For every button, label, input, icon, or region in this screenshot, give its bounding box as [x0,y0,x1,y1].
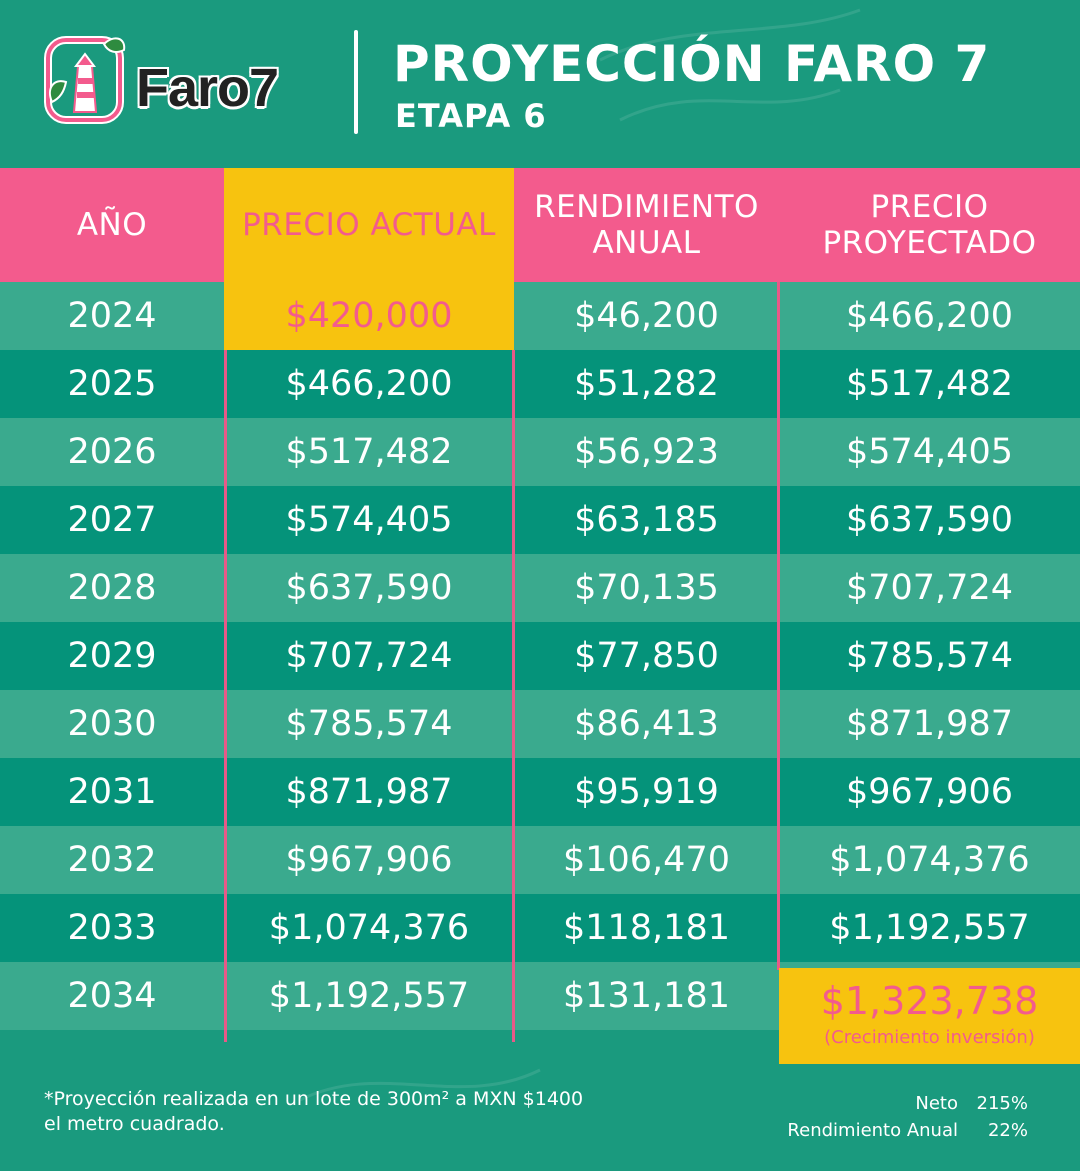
column-divider [224,350,227,1042]
current-price-cell: $574,405 [285,500,453,540]
footnote-line-1: *Proyección realizada en un lote de 300m… [44,1088,584,1110]
current-price-cell: $785,574 [285,704,453,744]
table-row: 2025 $466,200 $51,282 $517,482 [0,350,1080,418]
stat-value: 215% [976,1093,1028,1114]
lighthouse-icon [44,36,126,124]
current-price-cell: $1,074,376 [268,908,470,948]
stat-value: 22% [987,1120,1028,1141]
current-price-cell: $1,192,557 [268,976,470,1016]
current-price-cell: $466,200 [285,364,453,404]
table-header: AÑO PRECIO ACTUAL RENDIMIENTO ANUAL PREC… [0,168,1080,282]
investment-growth-note: (Crecimiento inversión) [824,1027,1035,1048]
year-cell: 2031 [67,772,157,812]
header: Faro7 PROYECCIÓN FARO 7 ETAPA 6 [0,0,1080,168]
projected-price-cell: $871,987 [845,704,1013,744]
projected-price-cell: $707,724 [845,568,1013,608]
year-cell: 2032 [67,840,157,880]
current-price-cell: $707,724 [285,636,453,676]
table-row: 2032 $967,906 $106,470 $1,074,376 [0,826,1080,894]
year-cell: 2034 [67,976,157,1016]
table-row: 2028 $637,590 $70,135 $707,724 [0,554,1080,622]
annual-yield-cell: $51,282 [574,364,719,404]
current-price-cell: $967,906 [285,840,453,880]
current-price-cell: $420,000 [224,282,514,350]
stat-net: Neto 215% [708,1090,1028,1117]
projection-table: AÑO PRECIO ACTUAL RENDIMIENTO ANUAL PREC… [0,168,1080,1030]
stat-label: Rendimiento Anual [787,1120,958,1141]
faro7-logo: Faro7 [44,32,319,127]
annual-yield-cell: $56,923 [574,432,719,472]
page-title: PROYECCIÓN FARO 7 [393,35,991,93]
column-header-current-price: PRECIO ACTUAL [224,168,514,282]
current-price-cell: $637,590 [285,568,453,608]
page-subtitle: ETAPA 6 [395,97,547,135]
table-row: 2026 $517,482 $56,923 $574,405 [0,418,1080,486]
annual-yield-cell: $118,181 [562,908,730,948]
final-projected-price-highlight: $1,323,738 (Crecimiento inversión) [779,968,1080,1064]
footnote: *Proyección realizada en un lote de 300m… [44,1087,684,1137]
year-cell: 2028 [67,568,157,608]
year-cell: 2027 [67,500,157,540]
projected-price-cell: $1,074,376 [829,840,1030,880]
header-divider [354,30,358,134]
projected-price-cell: $785,574 [845,636,1013,676]
summary-stats: Neto 215% Rendimiento Anual 22% [708,1090,1028,1144]
column-header-year: AÑO [76,207,148,243]
annual-yield-cell: $63,185 [574,500,719,540]
column-header-projected-price: PRECIO PROYECTADO [822,189,1037,261]
logo-wordmark: Faro7 [136,58,279,118]
year-cell: 2025 [67,364,157,404]
annual-yield-cell: $95,919 [574,772,719,812]
annual-yield-cell: $131,181 [562,976,730,1016]
stat-label: Neto [915,1093,958,1114]
table-row: 2024 $420,000 $46,200 $466,200 [0,282,1080,350]
projected-price-cell: $466,200 [845,296,1013,336]
annual-yield-cell: $70,135 [574,568,719,608]
annual-yield-cell: $106,470 [562,840,730,880]
table-row: 2030 $785,574 $86,413 $871,987 [0,690,1080,758]
year-cell: 2033 [67,908,157,948]
projected-price-cell: $574,405 [845,432,1013,472]
year-cell: 2029 [67,636,157,676]
annual-yield-cell: $46,200 [574,296,719,336]
column-header-annual-yield: RENDIMIENTO ANUAL [534,189,759,261]
annual-yield-cell: $77,850 [574,636,719,676]
footnote-line-2: el metro cuadrado. [44,1113,225,1135]
table-row: 2031 $871,987 $95,919 $967,906 [0,758,1080,826]
table-row: 2027 $574,405 $63,185 $637,590 [0,486,1080,554]
column-divider [512,350,515,1042]
table-row: 2033 $1,074,376 $118,181 $1,192,557 [0,894,1080,962]
column-divider [777,282,780,970]
current-price-cell: $517,482 [285,432,453,472]
table-row: 2029 $707,724 $77,850 $785,574 [0,622,1080,690]
annual-yield-cell: $86,413 [574,704,719,744]
current-price-cell: $871,987 [285,772,453,812]
final-projected-price: $1,323,738 [820,979,1039,1023]
projected-price-cell: $517,482 [845,364,1013,404]
year-cell: 2026 [67,432,157,472]
projected-price-cell: $637,590 [845,500,1013,540]
projected-price-cell: $967,906 [845,772,1013,812]
projected-price-cell: $1,192,557 [829,908,1030,948]
stat-annual-yield: Rendimiento Anual 22% [708,1117,1028,1144]
year-cell: 2024 [67,296,157,336]
year-cell: 2030 [67,704,157,744]
